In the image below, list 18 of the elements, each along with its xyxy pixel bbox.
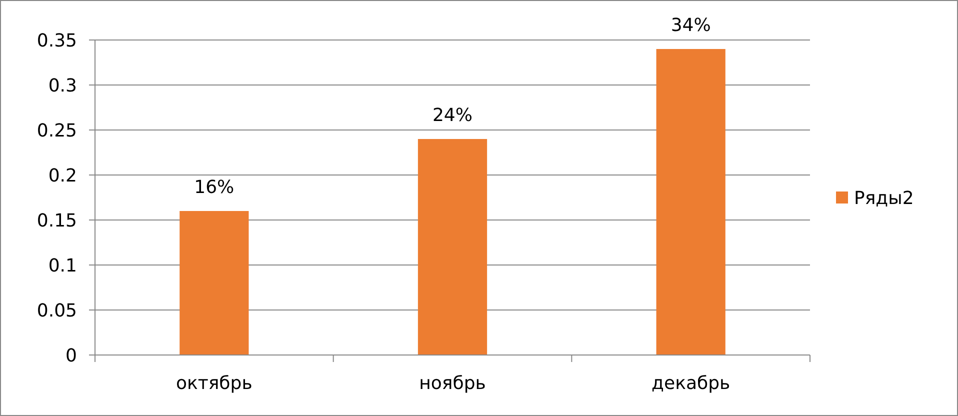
y-tick-label: 0.2 <box>48 165 77 186</box>
y-tick-label: 0.25 <box>36 120 77 142</box>
x-tick-label: октябрь <box>176 373 252 394</box>
y-tick-label: 0 <box>66 345 77 366</box>
bar <box>180 211 249 355</box>
x-tick-label: ноябрь <box>419 373 486 394</box>
data-label: 24% <box>432 105 473 126</box>
y-tick-label: 0.35 <box>36 30 77 52</box>
y-tick-label: 0.1 <box>48 255 77 276</box>
data-label: 16% <box>194 177 234 198</box>
legend-label: Ряды2 <box>854 188 914 209</box>
y-tick-label: 0.15 <box>36 210 77 232</box>
y-tick-label: 0.3 <box>48 75 77 96</box>
bar <box>656 49 726 355</box>
bar <box>418 139 488 355</box>
x-tick-label: декабрь <box>652 373 730 394</box>
y-tick-label: 0.05 <box>36 300 77 322</box>
data-label: 34% <box>670 15 711 36</box>
